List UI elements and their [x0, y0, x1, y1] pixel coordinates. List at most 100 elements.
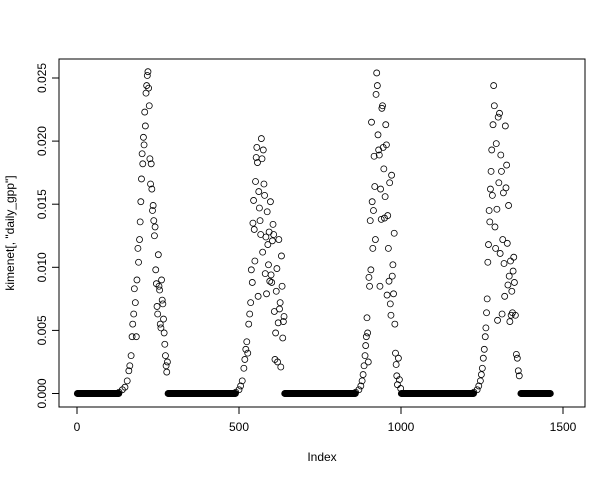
data-point	[484, 258, 492, 266]
data-point	[256, 217, 264, 225]
data-point	[256, 204, 263, 212]
data-point	[514, 367, 522, 375]
data-point	[149, 202, 157, 209]
data-point	[137, 198, 145, 206]
data-point	[490, 82, 498, 89]
data-point	[251, 257, 259, 265]
data-point	[141, 122, 149, 130]
data-point	[150, 217, 158, 225]
data-point	[370, 152, 378, 160]
data-point	[496, 109, 503, 117]
data-point	[125, 367, 133, 375]
data-point	[131, 299, 139, 307]
data-point	[153, 303, 161, 310]
data-point	[276, 305, 283, 313]
data-point	[140, 141, 148, 149]
data-point	[494, 316, 501, 324]
data-point	[486, 218, 494, 226]
data-point	[372, 236, 379, 243]
data-point	[264, 241, 272, 248]
data-point	[492, 244, 500, 252]
data-point	[156, 286, 164, 294]
data-point	[494, 113, 502, 121]
data-point	[138, 175, 145, 183]
data-point	[383, 291, 391, 299]
data-point	[257, 135, 265, 142]
data-point	[505, 272, 513, 280]
data-point	[139, 160, 147, 168]
data-point	[254, 292, 262, 300]
data-point	[487, 185, 494, 193]
data-point	[390, 229, 398, 237]
data-point	[158, 296, 166, 304]
data-point	[246, 310, 254, 318]
y-tick-label: 0.020	[35, 126, 49, 156]
y-tick-label: 0.005	[35, 315, 49, 345]
data-point	[501, 122, 509, 130]
data-point	[268, 279, 276, 286]
data-point	[487, 167, 495, 175]
data-point	[511, 279, 518, 286]
data-point	[476, 377, 484, 385]
data-point	[270, 231, 278, 238]
x-tick-label: 0	[74, 420, 81, 434]
data-point	[136, 236, 143, 243]
data-point	[158, 276, 165, 284]
y-tick-label: 0.025	[35, 63, 49, 93]
data-point	[274, 358, 281, 366]
data-point	[488, 191, 496, 199]
data-point	[485, 207, 493, 214]
data-point	[370, 207, 377, 214]
data-point	[144, 68, 152, 76]
data-point	[261, 191, 268, 199]
data-point	[277, 363, 285, 371]
data-point	[355, 386, 363, 394]
data-point	[140, 133, 147, 141]
plot-frame	[58, 58, 586, 408]
data-point	[380, 165, 388, 173]
data-point	[508, 287, 516, 295]
data-point	[156, 320, 164, 328]
data-point	[479, 354, 487, 362]
data-point	[473, 386, 481, 394]
data-point	[163, 368, 171, 376]
data-point	[266, 277, 274, 285]
data-point	[377, 215, 385, 223]
data-point	[366, 282, 373, 290]
data-point	[135, 258, 142, 266]
x-tick-label: 500	[229, 420, 249, 434]
data-point	[369, 244, 377, 252]
data-point	[501, 292, 509, 300]
data-point	[386, 179, 394, 187]
data-point	[395, 354, 402, 362]
data-point	[267, 198, 274, 206]
data-point	[387, 311, 395, 319]
data-point	[278, 252, 285, 260]
data-point	[147, 180, 154, 188]
data-point	[364, 358, 372, 366]
data-point	[253, 144, 261, 151]
data-point	[493, 205, 501, 213]
data-point	[147, 160, 155, 168]
data-point	[121, 383, 129, 391]
data-point	[489, 121, 497, 129]
data-point	[361, 352, 369, 360]
data-point	[242, 345, 250, 353]
data-point	[162, 352, 169, 360]
data-point	[247, 299, 255, 307]
data-point	[511, 311, 519, 319]
data-point	[360, 362, 368, 370]
data-point	[129, 320, 137, 328]
data-point	[390, 290, 397, 298]
data-point	[273, 265, 281, 272]
data-point	[509, 267, 517, 275]
data-point	[386, 300, 394, 308]
y-tick-label: 0.000	[35, 378, 49, 408]
data-point	[367, 266, 375, 274]
data-point	[378, 104, 386, 112]
data-point	[504, 281, 512, 289]
data-point	[255, 188, 263, 195]
data-point	[241, 356, 249, 363]
data-point	[490, 102, 498, 110]
